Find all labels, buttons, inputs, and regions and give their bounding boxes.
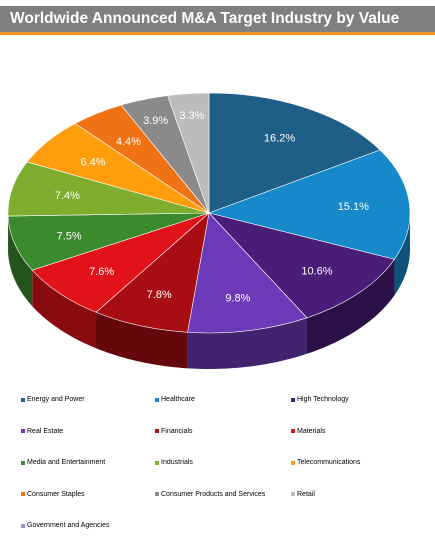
legend-item-retail: Retail (291, 491, 315, 498)
data-label-healthcare: 15.1% (338, 201, 369, 213)
legend-item-real-estate: Real Estate (21, 428, 63, 435)
legend-label: Energy and Power (27, 396, 85, 403)
legend-swatch (291, 492, 295, 496)
pie-side-materials (32, 270, 97, 349)
title-bar: Worldwide Announced M&A Target Industry … (0, 6, 435, 35)
data-label-telecommunications: 6.4% (80, 156, 105, 168)
pie-slice-high-technology (208, 212, 395, 319)
data-label-real-estate: 9.8% (225, 293, 250, 305)
legend-swatch (21, 492, 25, 496)
legend-item-industrials: Industrials (155, 459, 193, 466)
pie-data-labels: 16.2% 15.1% 10.6% 9.8% 7.8% 7.6% 7.5% 7.4% 6.4% 4… (55, 110, 369, 305)
legend-item-financials: Financials (155, 428, 193, 435)
legend-swatch (155, 429, 159, 433)
data-label-media-and-entertainment: 7.5% (57, 230, 82, 242)
legend-item-media-and-entertainment: Media and Entertainment (21, 459, 105, 466)
legend-item-government-and-agencies: Government and Agencies (21, 522, 110, 529)
data-label-energy-and-power: 16.2% (264, 133, 295, 145)
legend-swatch (155, 397, 159, 402)
legend-item-consumer-staples: Consumer Staples (21, 491, 85, 498)
data-label-high-technology: 10.6% (301, 266, 332, 278)
pie-side-financials (96, 312, 188, 369)
legend-label: Consumer Staples (27, 490, 85, 498)
legend-swatch (21, 397, 25, 402)
legend-swatch (21, 429, 25, 433)
legend-item-high-technology: High Technology (291, 396, 349, 403)
pie-slice-real-estate (187, 212, 308, 334)
legend: Energy and Power Healthcare High Technolog… (0, 388, 435, 548)
pie-side-real-estate (187, 317, 307, 369)
legend-item-energy-and-power: Energy and Power (21, 396, 85, 403)
pie-slice-retail (167, 92, 210, 214)
legend-label: Telecommunications (297, 459, 361, 466)
pie-slice-financials (95, 212, 210, 333)
legend-item-healthcare: Healthcare (155, 396, 195, 403)
legend-label: Real Estate (27, 427, 64, 435)
legend-label: Materials (297, 427, 326, 435)
legend-swatch (21, 460, 25, 465)
legend-label: Retail (297, 490, 315, 498)
data-label-consumer-staples: 4.4% (116, 136, 141, 148)
pie-chart: 16.2% 15.1% 10.6% 9.8% 7.8% 7.6% 7.5% 7.4% 6.4% 4… (7, 92, 411, 369)
pie-slice-materials (31, 212, 210, 313)
legend-swatch (291, 429, 295, 433)
data-label-consumer-products-and-services: 3.9% (143, 115, 168, 127)
data-label-financials: 7.8% (147, 289, 172, 301)
legend-swatch (155, 492, 159, 496)
data-label-retail: 3.3% (179, 110, 204, 122)
legend-label: Financials (161, 427, 193, 435)
legend-label: Healthcare (161, 396, 195, 403)
data-label-industrials: 7.4% (55, 190, 80, 202)
legend-item-telecommunications: Telecommunications (291, 459, 360, 466)
legend-label: Consumer Products and Services (161, 490, 266, 498)
pie-side-media-and-entertainment (8, 216, 33, 307)
pie-slice-media-and-entertainment (7, 212, 210, 271)
legend-item-materials: Materials (291, 428, 325, 435)
pie-slices (7, 92, 411, 334)
legend-label: Industrials (161, 459, 193, 466)
data-label-materials: 7.6% (89, 266, 114, 278)
legend-item-consumer-products-and-services: Consumer Products and Services (155, 491, 265, 498)
pie-slice-energy-and-power (208, 92, 381, 214)
legend-swatch (155, 460, 159, 465)
legend-label: Media and Entertainment (27, 459, 106, 466)
pie-slice-healthcare (207, 149, 411, 260)
chart-title: Worldwide Announced M&A Target Industry … (10, 10, 400, 27)
legend-swatch (21, 523, 25, 528)
legend-label: Government and Agencies (27, 522, 110, 529)
legend-swatch (291, 460, 295, 465)
pie-side-healthcare (394, 213, 410, 296)
legend-swatch (291, 397, 295, 402)
legend-label: High Technology (297, 396, 349, 403)
